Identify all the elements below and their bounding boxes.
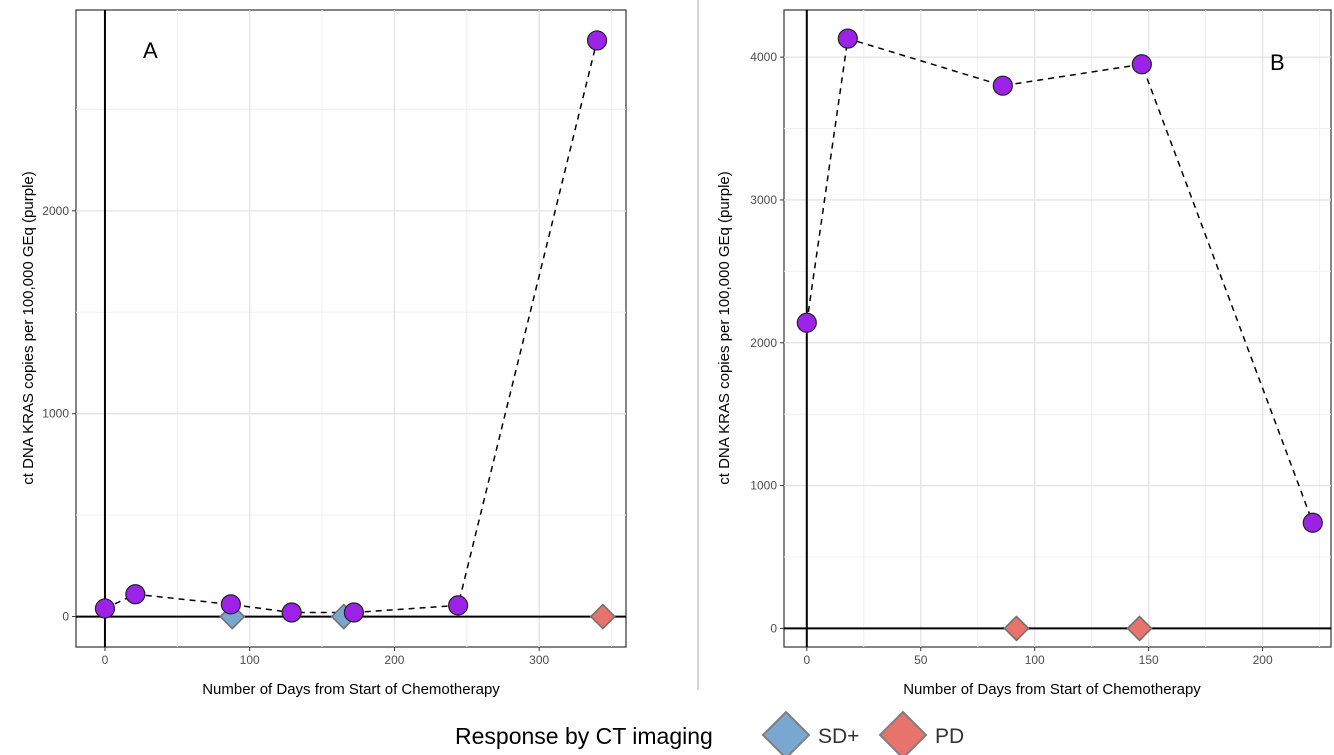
- panel-b-response-marker-pd: [1126, 615, 1153, 642]
- panel-b-ctdna-point: [837, 28, 858, 49]
- panel-a: 0 100 200 300 0 1000 2000 A Number of Days fro…: [20, 9, 627, 698]
- panel-b-y-tick-label: 1000: [750, 479, 777, 493]
- panel-b-y-tick-label: 0: [770, 621, 777, 635]
- legend-title: Response by CT imaging: [455, 723, 713, 749]
- panel-b-y-axis-title: ct DNA KRAS copies per 100,000 GEq (purp…: [716, 171, 733, 485]
- legend-sd-plus-marker: [761, 710, 811, 755]
- panel-a-ctdna-point: [125, 584, 146, 605]
- legend-pd-marker: [878, 710, 928, 755]
- panel-a-tick-labels: 0 100 200 300 0 1000 2000: [42, 204, 549, 667]
- panel-a-x-tick-label: 0: [102, 653, 109, 667]
- panel-a-y-tick-label: 2000: [42, 204, 69, 218]
- legend-pd-label: PD: [935, 725, 964, 748]
- panel-b-y-tick-label: 2000: [750, 336, 777, 350]
- panel-b-x-tick-label: 150: [1139, 653, 1159, 667]
- panel-a-points: [94, 30, 616, 630]
- panel-b-y-tick-label: 4000: [750, 50, 777, 64]
- panel-b-ctdna-point: [992, 75, 1013, 96]
- panel-a-ctdna-point: [343, 602, 364, 623]
- panel-b-plot-area: [783, 9, 1332, 648]
- panel-a-x-axis-title: Number of Days from Start of Chemotherap…: [202, 681, 500, 698]
- panel-a-y-axis-title: ct DNA KRAS copies per 100,000 GEq (purp…: [20, 171, 37, 485]
- panel-b-x-tick-label: 200: [1253, 653, 1273, 667]
- legend: Response by CT imaging SD+ PD: [455, 710, 964, 755]
- panel-a-y-tick-label: 0: [62, 610, 69, 624]
- legend-sd-plus-label: SD+: [818, 725, 859, 748]
- panel-a-letter: A: [143, 38, 158, 63]
- panel-a-response-marker-pd: [589, 603, 616, 630]
- panel-b-x-axis-title: Number of Days from Start of Chemotherap…: [903, 681, 1201, 698]
- panel-a-ctdna-point: [220, 594, 241, 615]
- panel-b-ctdna-point: [1302, 512, 1323, 533]
- panel-b-ctdna-point: [1131, 54, 1152, 75]
- panel-b-x-tick-label: 0: [803, 653, 810, 667]
- panel-a-ctdna-point: [448, 595, 469, 616]
- panel-a-x-tick-label: 100: [240, 653, 260, 667]
- panel-a-ctdna-point: [94, 598, 116, 619]
- panel-a-x-tick-label: 200: [384, 653, 404, 667]
- panel-b-ctdna-line: [806, 37, 1314, 524]
- panel-b-points: [796, 28, 1323, 642]
- panel-b-ctdna-series-line: [806, 37, 1314, 524]
- panel-a-y-tick-label: 1000: [42, 407, 69, 421]
- panel-a-ctdna-point: [586, 30, 608, 51]
- panel-b-letter: B: [1270, 50, 1285, 75]
- panel-a-x-tick-label: 300: [529, 653, 549, 667]
- panel-b-response-marker-pd: [1003, 615, 1030, 642]
- panel-b-y-tick-label: 3000: [750, 193, 777, 207]
- panel-b-ctdna-point: [796, 312, 817, 333]
- panel-a-ctdna-point: [281, 602, 302, 623]
- panel-b-x-tick-label: 50: [914, 653, 928, 667]
- panel-b-x-tick-label: 100: [1025, 653, 1045, 667]
- panel-a-plot-area: [75, 9, 627, 648]
